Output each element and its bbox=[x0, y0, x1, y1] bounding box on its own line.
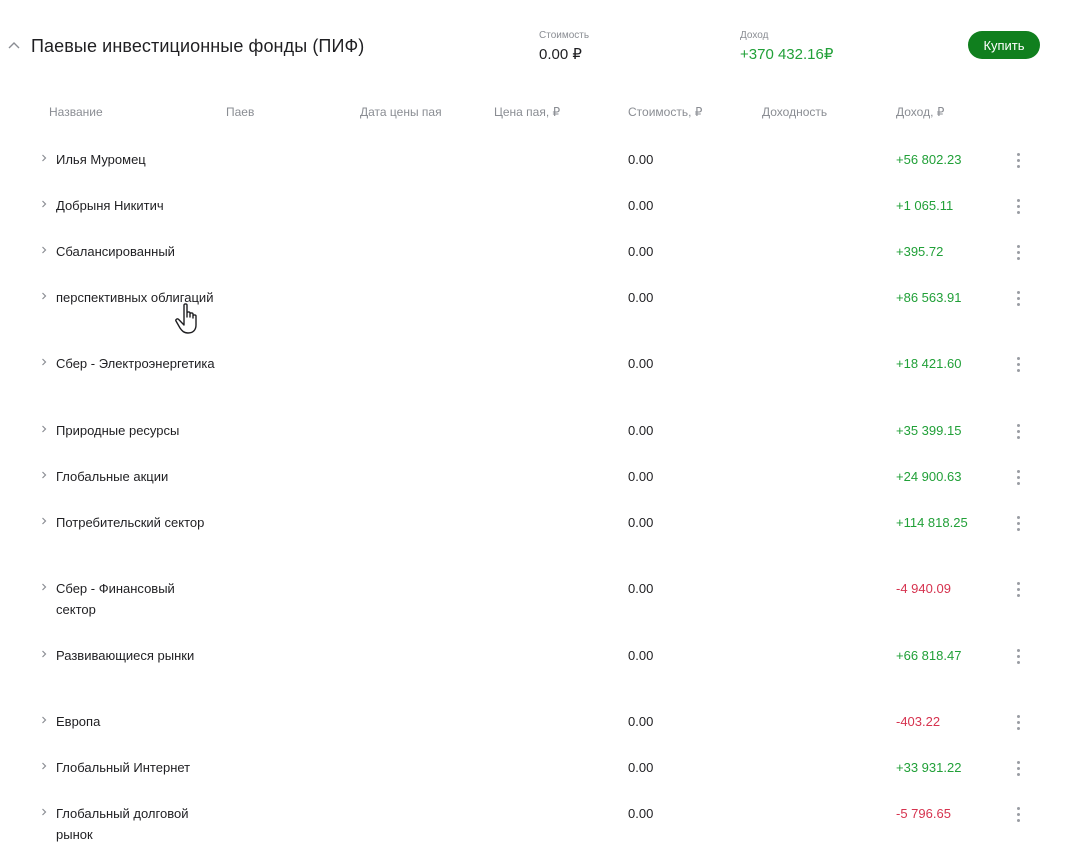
fund-income: +24 900.63 bbox=[896, 469, 962, 484]
chevron-right-icon[interactable] bbox=[40, 649, 48, 659]
fund-name[interactable]: Сбалансированный bbox=[56, 244, 175, 259]
total-income-label: Доход bbox=[740, 30, 769, 41]
fund-name[interactable]: Природные ресурсы bbox=[56, 423, 180, 438]
more-vertical-icon[interactable] bbox=[1011, 713, 1025, 731]
chevron-right-icon[interactable] bbox=[40, 470, 48, 480]
more-vertical-icon[interactable] bbox=[1011, 289, 1025, 307]
chevron-right-icon[interactable] bbox=[40, 357, 48, 367]
chevron-right-icon[interactable] bbox=[40, 291, 48, 301]
fund-name[interactable]: Илья Муромец bbox=[56, 152, 146, 167]
more-vertical-icon[interactable] bbox=[1011, 805, 1025, 823]
fund-name[interactable]: Европа bbox=[56, 714, 101, 729]
fund-cost: 0.00 bbox=[628, 356, 654, 371]
fund-cost: 0.00 bbox=[628, 806, 654, 821]
more-vertical-icon[interactable] bbox=[1011, 580, 1025, 598]
total-cost-value: 0.00 ₽ bbox=[539, 46, 582, 63]
total-income: Доход +370 432.16₽ bbox=[740, 30, 833, 63]
more-vertical-icon[interactable] bbox=[1011, 647, 1025, 665]
more-vertical-icon[interactable] bbox=[1011, 243, 1025, 261]
buy-button[interactable]: Купить bbox=[968, 31, 1040, 59]
fund-name[interactable]: Сбер - Электроэнергетика bbox=[56, 356, 215, 371]
fund-income: +66 818.47 bbox=[896, 648, 962, 663]
fund-income: -4 940.09 bbox=[896, 581, 951, 596]
fund-name[interactable]: Потребительский сектор bbox=[56, 515, 205, 530]
fund-income: +86 563.91 bbox=[896, 290, 962, 305]
chevron-right-icon[interactable] bbox=[40, 199, 48, 209]
chevron-right-icon[interactable] bbox=[40, 516, 48, 526]
total-income-value: +370 432.16₽ bbox=[740, 46, 834, 63]
column-header-price-date[interactable]: Дата цены пая bbox=[360, 105, 442, 119]
fund-income: +18 421.60 bbox=[896, 356, 962, 371]
column-header-unit-price[interactable]: Цена пая, ₽ bbox=[494, 105, 561, 119]
total-cost-label: Стоимость bbox=[539, 30, 590, 41]
chevron-right-icon[interactable] bbox=[40, 245, 48, 255]
fund-cost: 0.00 bbox=[628, 244, 654, 259]
column-header-units[interactable]: Паев bbox=[226, 105, 255, 119]
chevron-right-icon[interactable] bbox=[40, 761, 48, 771]
fund-income: +395.72 bbox=[896, 244, 944, 259]
column-header-cost[interactable]: Стоимость, ₽ bbox=[628, 105, 703, 119]
more-vertical-icon[interactable] bbox=[1011, 197, 1025, 215]
fund-cost: 0.00 bbox=[628, 515, 654, 530]
fund-cost: 0.00 bbox=[628, 648, 654, 663]
column-header-yield[interactable]: Доходность bbox=[762, 105, 828, 119]
fund-cost: 0.00 bbox=[628, 581, 654, 596]
fund-name[interactable]: Глобальный Интернет bbox=[56, 760, 191, 775]
fund-cost: 0.00 bbox=[628, 198, 654, 213]
chevron-right-icon[interactable] bbox=[40, 807, 48, 817]
fund-cost: 0.00 bbox=[628, 423, 654, 438]
section-header: Паевые инвестиционные фонды (ПИФ) Стоимо… bbox=[0, 0, 1080, 95]
more-vertical-icon[interactable] bbox=[1011, 514, 1025, 532]
more-vertical-icon[interactable] bbox=[1011, 468, 1025, 486]
chevron-up-icon[interactable] bbox=[6, 38, 22, 54]
chevron-right-icon[interactable] bbox=[40, 424, 48, 434]
fund-name[interactable]: перспективных облигаций bbox=[56, 290, 214, 305]
fund-name[interactable]: Сбер - Финансовый сектор bbox=[56, 581, 175, 617]
hand-pointer-icon bbox=[175, 303, 197, 334]
fund-income: +33 931.22 bbox=[896, 760, 962, 775]
more-vertical-icon[interactable] bbox=[1011, 151, 1025, 169]
fund-income: +1 065.11 bbox=[896, 198, 954, 213]
section-title: Паевые инвестиционные фонды (ПИФ) bbox=[31, 36, 365, 56]
more-vertical-icon[interactable] bbox=[1011, 422, 1025, 440]
more-vertical-icon[interactable] bbox=[1011, 759, 1025, 777]
fund-cost: 0.00 bbox=[628, 760, 654, 775]
fund-cost: 0.00 bbox=[628, 152, 654, 167]
fund-name[interactable]: Добрыня Никитич bbox=[56, 198, 164, 213]
more-vertical-icon[interactable] bbox=[1011, 355, 1025, 373]
fund-cost: 0.00 bbox=[628, 469, 654, 484]
fund-name[interactable]: Глобальные акции bbox=[56, 469, 169, 484]
fund-name[interactable]: Глобальный долговой рынок bbox=[56, 806, 189, 842]
column-header-name[interactable]: Название bbox=[49, 105, 103, 119]
fund-name[interactable]: Развивающиеся рынки bbox=[56, 648, 195, 663]
chevron-right-icon[interactable] bbox=[40, 153, 48, 163]
fund-income: +56 802.23 bbox=[896, 152, 962, 167]
fund-income: -403.22 bbox=[896, 714, 941, 729]
chevron-right-icon[interactable] bbox=[40, 715, 48, 725]
fund-income: -5 796.65 bbox=[896, 806, 951, 821]
chevron-right-icon[interactable] bbox=[40, 582, 48, 592]
fund-income: +35 399.15 bbox=[896, 423, 962, 438]
column-header-income[interactable]: Доход, ₽ bbox=[896, 105, 945, 119]
fund-income: +114 818.25 bbox=[896, 515, 968, 530]
fund-cost: 0.00 bbox=[628, 290, 654, 305]
fund-cost: 0.00 bbox=[628, 714, 654, 729]
total-cost: Стоимость 0.00 ₽ bbox=[539, 30, 589, 63]
